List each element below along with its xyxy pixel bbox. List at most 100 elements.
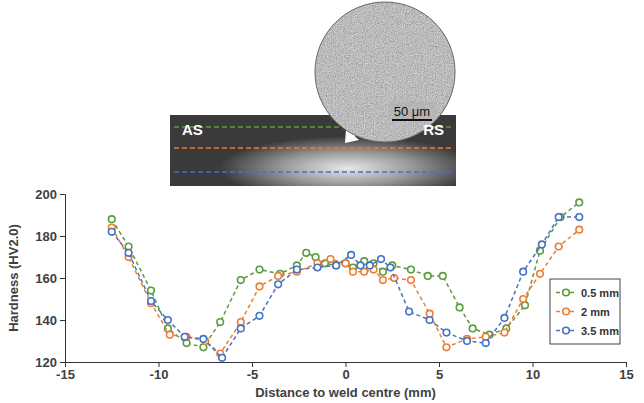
depth-line <box>174 147 452 148</box>
point <box>219 355 226 362</box>
tick-mark <box>60 320 65 321</box>
series-line <box>112 202 580 347</box>
micrograph <box>315 2 455 142</box>
tick: 5 <box>436 362 443 382</box>
point <box>482 340 489 347</box>
point <box>424 273 431 280</box>
legend-marker <box>563 327 570 334</box>
point <box>125 250 132 257</box>
label-patch <box>388 102 436 120</box>
point <box>166 331 173 338</box>
legend-label: 0.5 mm <box>581 287 619 299</box>
tick: 200 <box>35 187 65 202</box>
series-line <box>112 217 580 358</box>
point <box>408 266 415 273</box>
point <box>217 319 224 326</box>
tick-label: 200 <box>35 187 57 202</box>
point <box>361 268 368 275</box>
series-line <box>112 228 580 354</box>
point <box>275 273 282 280</box>
point <box>501 315 508 322</box>
point <box>327 256 334 263</box>
point <box>237 325 244 332</box>
tick-label: 140 <box>35 313 57 328</box>
point <box>439 273 446 280</box>
x-axis-title: Distance to weld centre (mm) <box>255 385 436 400</box>
tick-label: -10 <box>150 367 169 382</box>
point <box>537 271 544 278</box>
point <box>148 287 155 294</box>
point <box>350 268 357 275</box>
annotation: RS <box>423 121 444 138</box>
legend-marker <box>563 308 570 315</box>
point <box>357 262 364 269</box>
tick-mark <box>60 236 65 237</box>
point <box>303 250 310 257</box>
tick-label: -5 <box>247 367 259 382</box>
point <box>367 262 374 269</box>
point <box>333 262 340 269</box>
legend-marker <box>563 289 570 296</box>
tick: 160 <box>35 271 65 286</box>
tick: -15 <box>56 362 75 382</box>
tick-label: 10 <box>526 367 540 382</box>
point <box>520 296 527 303</box>
tick-label: 120 <box>35 355 57 370</box>
point <box>443 329 450 336</box>
point <box>314 264 321 271</box>
tick-mark <box>60 278 65 279</box>
tick-mark <box>60 194 65 195</box>
point <box>426 317 433 324</box>
point <box>108 229 115 236</box>
point <box>380 277 387 284</box>
point <box>443 344 450 351</box>
y-axis: 120 140 160 180 200 <box>35 187 65 370</box>
point <box>256 283 263 290</box>
depth-line <box>174 171 452 172</box>
tick: 140 <box>35 313 65 328</box>
point <box>148 298 155 305</box>
point <box>108 216 115 223</box>
point <box>408 277 415 284</box>
tick-label: 160 <box>35 271 57 286</box>
axis-line <box>60 195 66 363</box>
point <box>456 304 463 311</box>
point <box>520 268 527 275</box>
point <box>333 262 340 269</box>
point <box>380 268 387 275</box>
point <box>406 308 413 315</box>
tick: 120 <box>35 355 65 370</box>
point <box>464 338 471 345</box>
tick-mark <box>60 362 65 363</box>
point <box>576 214 583 221</box>
legend-box <box>550 279 620 344</box>
point <box>342 260 349 267</box>
point <box>237 277 244 284</box>
point <box>576 226 583 233</box>
y-axis-title: Hardness (HV2.0) <box>6 224 21 332</box>
legend-label: 3.5 mm <box>581 325 619 337</box>
legend-label: 2 mm <box>581 306 610 318</box>
tick: -5 <box>247 362 259 382</box>
annotation: AS <box>182 121 203 138</box>
tick: 0 <box>342 362 349 382</box>
tick-label: 0 <box>342 367 349 382</box>
plot: -15 -10 -5 0 5 10 15 120 140 160 180 200 Distance to… <box>35 187 633 400</box>
chart: -15 -10 -5 0 5 10 15 120 140 160 180 200 Distance to… <box>0 0 644 403</box>
point <box>200 336 207 343</box>
tick-label: -15 <box>56 367 75 382</box>
point <box>555 214 562 221</box>
tick-label: 15 <box>619 367 633 382</box>
point <box>576 199 583 206</box>
point <box>256 313 263 320</box>
tick-label: 180 <box>35 229 57 244</box>
inset-image: ASRS50 μm <box>170 2 456 186</box>
tick-label: 5 <box>436 367 443 382</box>
point <box>256 266 263 273</box>
point <box>348 252 355 259</box>
point <box>387 264 394 271</box>
point <box>294 266 301 273</box>
point <box>539 241 546 248</box>
tick: 15 <box>619 362 633 382</box>
point <box>501 329 508 336</box>
